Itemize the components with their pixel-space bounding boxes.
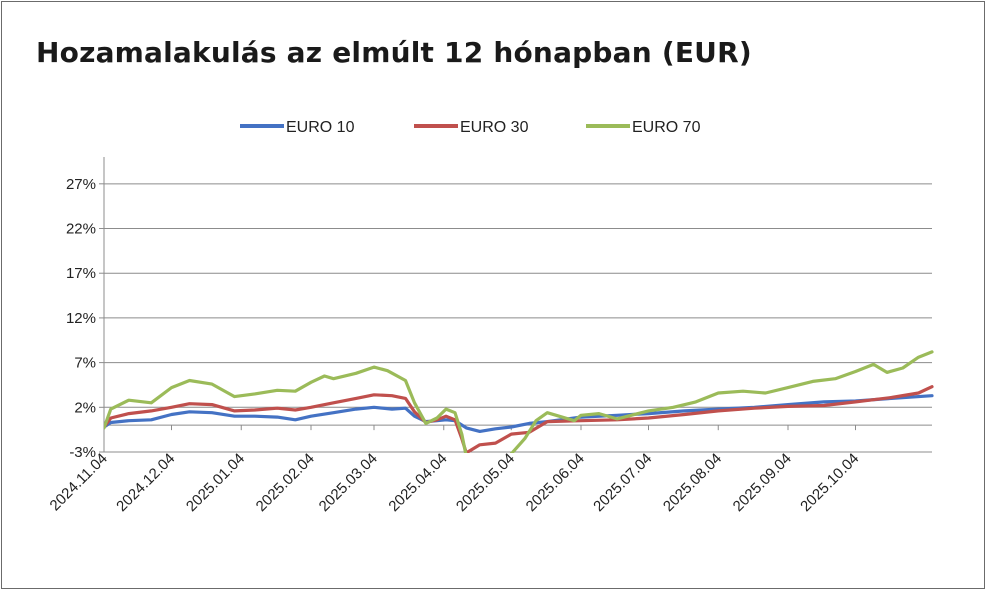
y-tick-label: 12% [66, 310, 96, 327]
legend: EURO 10 EURO 30 EURO 70 [240, 119, 701, 136]
series-line-euro-10 [104, 394, 934, 433]
series-line-euro-70 [104, 350, 934, 453]
y-tick-label: 22% [66, 221, 96, 238]
legend-label: EURO 70 [632, 119, 701, 136]
x-tick-label: 2025.07.04 [590, 450, 655, 515]
x-tick-label: 2025.01.04 [183, 450, 248, 515]
x-axis-ticks: 2024.11.04 2024.12.04 2025.01.04 2025.02.04… [47, 450, 863, 515]
x-tick-label: 2024.12.04 [113, 450, 178, 515]
gridlines [104, 183, 932, 453]
legend-label: EURO 10 [286, 119, 355, 136]
chart-title: Hozamalakulás az elmúlt 12 hónapban (EUR… [36, 36, 752, 69]
y-tick-label: 2% [74, 399, 96, 416]
x-tick-label: 2025.09.04 [730, 450, 795, 515]
x-tick-label: 2025.08.04 [660, 450, 725, 515]
x-tick-label: 2025.03.04 [316, 450, 381, 515]
y-tick-label: 7% [74, 355, 96, 372]
y-tick-label: -3% [69, 444, 96, 461]
legend-label: EURO 30 [460, 119, 529, 136]
x-tick-label: 2025.04.04 [385, 450, 450, 515]
series-lines [104, 350, 934, 453]
y-axis-ticks: -3% 2% 7% 12% 17% 22% 27% [66, 176, 96, 461]
y-tick-label: 27% [66, 176, 96, 193]
x-tick-label: 2025.05.04 [453, 450, 518, 515]
series-line-euro-30 [104, 385, 934, 453]
x-tick-label: 2025.10.04 [797, 450, 862, 515]
x-tick-label: 2025.06.04 [523, 450, 588, 515]
y-tick-label: 17% [66, 265, 96, 282]
x-tick-label: 2025.02.04 [253, 450, 318, 515]
